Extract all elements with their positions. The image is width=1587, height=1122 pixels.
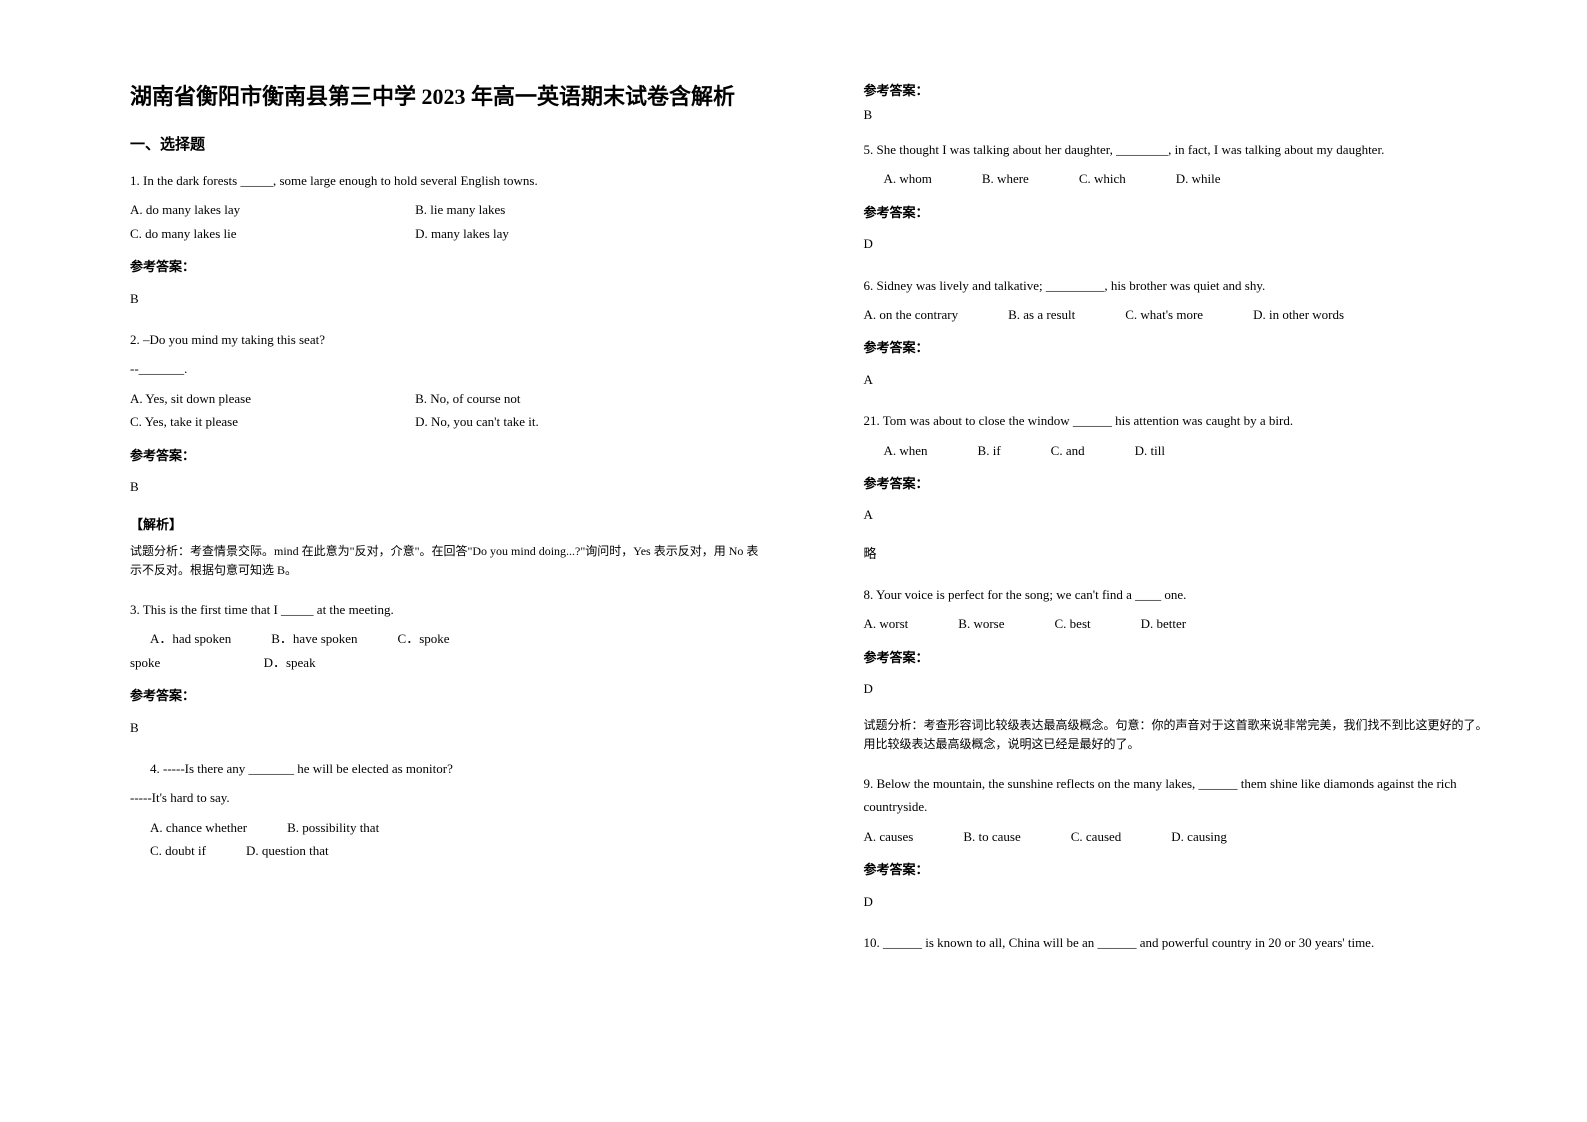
q4-optD: D. question that: [246, 839, 329, 862]
q9-optA: A. causes: [864, 825, 914, 848]
q6-text: 6. Sidney was lively and talkative; ____…: [864, 274, 1498, 297]
question-1: 1. In the dark forests _____, some large…: [130, 169, 764, 310]
q8-answer: D: [864, 677, 1498, 700]
question-8: 8. Your voice is perfect for the song; w…: [864, 583, 1498, 754]
q6-answer-label: 参考答案：: [864, 336, 1498, 359]
q6-optC: C. what's more: [1125, 303, 1203, 326]
q3-optC: C．spoke: [398, 627, 450, 650]
q2-optD: D. No, you can't take it.: [415, 410, 700, 433]
q5-answer: D: [864, 232, 1498, 255]
q1-text: 1. In the dark forests _____, some large…: [130, 169, 764, 192]
q8-analysis: 试题分析：考查形容词比较级表达最高级概念。句意：你的声音对于这首歌来说非常完美，…: [864, 716, 1498, 754]
q8-answer-label: 参考答案：: [864, 646, 1498, 669]
q5-answer-label: 参考答案：: [864, 201, 1498, 224]
q7-optB: B. if: [978, 439, 1001, 462]
q7-brief: 略: [864, 542, 1498, 565]
question-3: 3. This is the first time that I _____ a…: [130, 598, 764, 739]
q7-text: 21. Tom was about to close the window __…: [864, 409, 1498, 432]
q4-options-row2: C. doubt if D. question that: [130, 839, 764, 862]
q5-options: A. whom B. where C. which D. while: [864, 167, 1498, 190]
right-column: 参考答案： B 5. She thought I was talking abo…: [814, 80, 1528, 1082]
q9-answer: D: [864, 890, 1498, 913]
q7-optD: D. till: [1135, 439, 1165, 462]
q6-optD: D. in other words: [1253, 303, 1344, 326]
q6-optA: A. on the contrary: [864, 303, 959, 326]
q4-optA: A. chance whether: [150, 816, 247, 839]
q2-options: A. Yes, sit down please B. No, of course…: [130, 387, 764, 434]
q7-optA: A. when: [884, 439, 928, 462]
q1-answer: B: [130, 287, 764, 310]
q5-optC: C. which: [1079, 167, 1126, 190]
q2-answer-label: 参考答案：: [130, 444, 764, 467]
q9-optB: B. to cause: [963, 825, 1020, 848]
q1-optC: C. do many lakes lie: [130, 222, 415, 245]
question-9: 9. Below the mountain, the sunshine refl…: [864, 772, 1498, 913]
q4-optB: B. possibility that: [287, 816, 379, 839]
question-7: 21. Tom was about to close the window __…: [864, 409, 1498, 565]
q4-answer-label: 参考答案：: [864, 80, 1498, 99]
q5-optB: B. where: [982, 167, 1029, 190]
q1-answer-label: 参考答案：: [130, 255, 764, 278]
section-heading: 一、选择题: [130, 133, 764, 154]
q6-options: A. on the contrary B. as a result C. wha…: [864, 303, 1498, 326]
question-6: 6. Sidney was lively and talkative; ____…: [864, 274, 1498, 392]
q8-optC: C. best: [1055, 612, 1091, 635]
q3-answer: B: [130, 716, 764, 739]
q7-answer: A: [864, 503, 1498, 526]
q3-optA: A．had spoken: [130, 627, 231, 650]
q2-optA: A. Yes, sit down please: [130, 387, 415, 410]
q2-analysis: 试题分析：考查情景交际。mind 在此意为"反对，介意"。在回答"Do you …: [130, 542, 764, 580]
question-10: 10. ______ is known to all, China will b…: [864, 931, 1498, 954]
q1-optB: B. lie many lakes: [415, 198, 700, 221]
left-column: 湖南省衡阳市衡南县第三中学 2023 年高一英语期末试卷含解析 一、选择题 1.…: [100, 80, 814, 1082]
q1-optA: A. do many lakes lay: [130, 198, 415, 221]
q5-optD: D. while: [1176, 167, 1221, 190]
q5-text: 5. She thought I was talking about her d…: [864, 138, 1498, 161]
q3-optC-text: spoke: [130, 655, 160, 670]
q2-answer: B: [130, 475, 764, 498]
q8-options: A. worst B. worse C. best D. better: [864, 612, 1498, 635]
q9-text: 9. Below the mountain, the sunshine refl…: [864, 772, 1498, 819]
q6-optB: B. as a result: [1008, 303, 1075, 326]
q7-answer-label: 参考答案：: [864, 472, 1498, 495]
q3-optD-wrap: spoke D．speak: [130, 651, 764, 674]
q3-optB: B．have spoken: [271, 627, 357, 650]
q8-text: 8. Your voice is perfect for the song; w…: [864, 583, 1498, 606]
q8-optB: B. worse: [958, 612, 1004, 635]
q4-options-row1: A. chance whether B. possibility that: [130, 816, 764, 839]
question-5: 5. She thought I was talking about her d…: [864, 138, 1498, 256]
exam-title: 湖南省衡阳市衡南县第三中学 2023 年高一英语期末试卷含解析: [130, 80, 764, 113]
q7-optC: C. and: [1051, 439, 1085, 462]
q4-answer: B: [864, 107, 1498, 123]
q1-options: A. do many lakes lay B. lie many lakes C…: [130, 198, 764, 245]
q2-text2: --_______.: [130, 357, 764, 380]
q3-answer-label: 参考答案：: [130, 684, 764, 707]
q2-optC: C. Yes, take it please: [130, 410, 415, 433]
q8-optD: D. better: [1141, 612, 1186, 635]
q2-text: 2. –Do you mind my taking this seat?: [130, 328, 764, 351]
q1-optD: D. many lakes lay: [415, 222, 700, 245]
question-2: 2. –Do you mind my taking this seat? --_…: [130, 328, 764, 580]
q4-text2: -----It's hard to say.: [130, 786, 764, 809]
q9-answer-label: 参考答案：: [864, 858, 1498, 881]
q8-optA: A. worst: [864, 612, 909, 635]
q4-optC: C. doubt if: [150, 839, 206, 862]
q9-optD: D. causing: [1171, 825, 1227, 848]
q4-text: 4. -----Is there any _______ he will be …: [130, 757, 764, 780]
q2-optB: B. No, of course not: [415, 387, 700, 410]
q3-optD: D．speak: [264, 655, 316, 670]
q7-options: A. when B. if C. and D. till: [864, 439, 1498, 462]
q2-analysis-label: 【解析】: [130, 513, 764, 536]
q10-text: 10. ______ is known to all, China will b…: [864, 931, 1498, 954]
q3-text: 3. This is the first time that I _____ a…: [130, 598, 764, 621]
question-4: 4. -----Is there any _______ he will be …: [130, 757, 764, 863]
q9-options: A. causes B. to cause C. caused D. causi…: [864, 825, 1498, 848]
q5-optA: A. whom: [884, 167, 932, 190]
q6-answer: A: [864, 368, 1498, 391]
q3-options: A．had spoken B．have spoken C．spoke: [130, 627, 764, 650]
q9-optC: C. caused: [1071, 825, 1122, 848]
